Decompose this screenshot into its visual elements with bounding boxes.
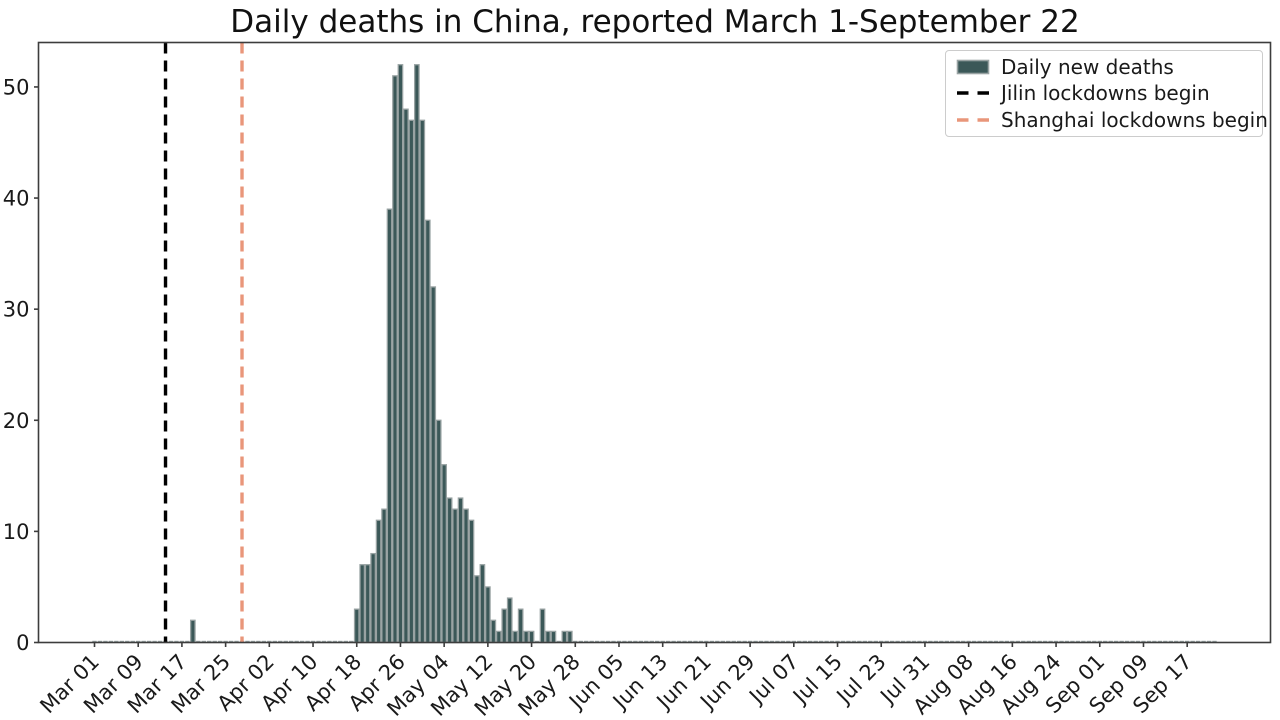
bar [386,208,393,644]
bar [392,75,398,644]
y-tick-label: 30 [3,298,30,322]
bar [435,419,442,644]
y-tick-label: 50 [3,75,30,99]
bar [490,619,497,644]
bar [550,630,557,644]
bar [359,564,366,644]
bar [512,630,519,644]
x-tick-label: Jul 23 [831,650,891,710]
bar [452,508,458,644]
legend-entry-jilin: Jilin lockdowns begin [956,81,1256,105]
bar [397,64,404,644]
legend-dash-salmon-icon [957,118,989,122]
bar [468,519,475,644]
bar [403,108,409,644]
bar [566,630,573,644]
chart-title: Daily deaths in China, reported March 1-… [230,4,1080,40]
bar [474,575,480,644]
bar [381,508,387,644]
bar [457,497,464,644]
legend-bar-swatch-icon [956,59,990,75]
bar [479,564,486,644]
bar [446,497,453,644]
bar [523,630,529,644]
bar [545,630,551,644]
bar [375,519,382,644]
bar [408,119,415,644]
legend-label-shanghai: Shanghai lockdowns begin [1001,107,1268,132]
bar [561,630,568,644]
legend-entry-shanghai: Shanghai lockdowns begin [956,108,1268,132]
bar [370,552,376,644]
legend-label-jilin: Jilin lockdowns begin [1001,81,1210,106]
y-tick-label: 0 [16,631,29,655]
bar [413,64,420,644]
bar [539,608,546,644]
bar [189,619,196,644]
legend-label-daily-deaths: Daily new deaths [1001,55,1174,80]
bar [419,119,426,644]
bar [495,630,502,644]
y-tick-label: 40 [3,187,30,211]
bar [441,464,448,644]
legend: Daily new deaths Jilin lockdowns begin S… [945,50,1268,137]
bar [501,608,508,644]
bar [506,597,513,644]
legend-entry-daily-deaths: Daily new deaths [956,55,1256,79]
bar [430,286,437,644]
y-tick-label: 10 [3,520,30,544]
bar [517,608,524,644]
y-tick-label: 20 [3,409,30,433]
x-tick-label: Jul 15 [787,650,847,710]
bar [353,608,360,644]
legend-dash-black-icon [957,91,989,96]
x-tick-label: Jul 07 [743,650,803,710]
plot-spines [37,41,1272,644]
bar [528,630,535,644]
bar [485,586,491,644]
bar [424,219,431,644]
bar [463,508,469,644]
bar [364,564,371,644]
